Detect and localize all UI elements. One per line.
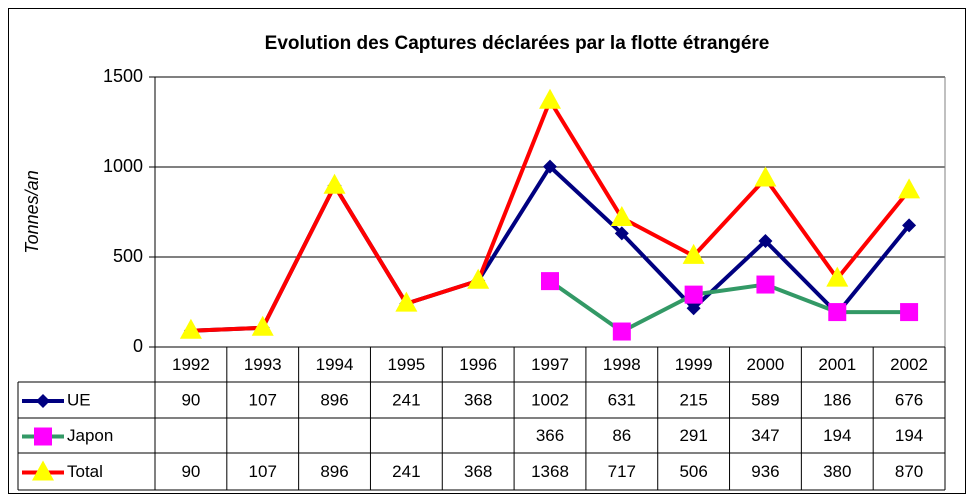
chart-title: Evolution des Captures déclarées par la … xyxy=(265,33,770,54)
legend-label: Japon xyxy=(67,426,113,445)
table-cell: 86 xyxy=(612,426,631,445)
x-tick-label: 1995 xyxy=(387,355,425,374)
marker xyxy=(754,166,777,187)
marker xyxy=(900,303,919,322)
legend-marker xyxy=(32,460,54,481)
marker xyxy=(826,266,849,287)
x-tick-label: 2002 xyxy=(890,355,928,374)
chart-border xyxy=(8,8,966,494)
marker xyxy=(686,301,701,316)
x-tick-label: 2000 xyxy=(747,355,785,374)
table-cell: 896 xyxy=(320,390,348,409)
marker xyxy=(539,88,561,109)
legend-label: Total xyxy=(67,462,103,481)
x-tick-label: 1999 xyxy=(675,355,713,374)
legend-marker xyxy=(36,394,50,408)
x-tick-label: 1992 xyxy=(172,355,210,374)
legend-marker xyxy=(34,427,52,446)
marker xyxy=(902,218,917,233)
table-cell: 380 xyxy=(823,462,851,481)
table-cell: 589 xyxy=(751,390,779,409)
marker xyxy=(684,285,703,304)
table-cell: 241 xyxy=(392,462,420,481)
marker xyxy=(467,268,490,289)
table-cell: 936 xyxy=(751,462,779,481)
table-cell: 676 xyxy=(895,390,923,409)
marker xyxy=(612,322,631,341)
marker xyxy=(898,178,921,199)
table-cell: 186 xyxy=(823,390,851,409)
x-tick-label: 1994 xyxy=(316,355,354,374)
series-line xyxy=(548,279,910,334)
marker xyxy=(541,272,559,291)
table-cell: 870 xyxy=(895,462,923,481)
y-axis-label: Tonnes/an xyxy=(22,170,42,253)
x-tick-label: 1993 xyxy=(244,355,282,374)
table-cell: 368 xyxy=(464,462,492,481)
x-tick-label: 1996 xyxy=(459,355,497,374)
x-tick-label: 1998 xyxy=(603,355,641,374)
table-cell: 194 xyxy=(895,426,923,445)
x-tick-label: 1997 xyxy=(531,355,569,374)
x-tick-label: 2001 xyxy=(818,355,856,374)
marker xyxy=(251,315,274,336)
marker xyxy=(614,226,629,241)
table-cell: 1002 xyxy=(531,390,569,409)
table-cell: 291 xyxy=(679,426,707,445)
table-cell: 241 xyxy=(392,390,420,409)
table-cell: 717 xyxy=(608,462,636,481)
table-cell: 107 xyxy=(249,462,277,481)
y-tick-label: 1500 xyxy=(103,66,143,86)
table-cell: 368 xyxy=(464,390,492,409)
table-cell: 194 xyxy=(823,426,851,445)
marker xyxy=(682,243,705,264)
table-cell: 90 xyxy=(181,390,200,409)
table-cell: 347 xyxy=(751,426,779,445)
table-cell: 215 xyxy=(679,390,707,409)
legend-label: UE xyxy=(67,390,91,409)
y-tick-label: 1000 xyxy=(103,156,143,176)
marker xyxy=(758,233,773,248)
marker xyxy=(610,205,633,226)
y-tick-label: 0 xyxy=(133,336,143,356)
marker xyxy=(756,275,775,294)
marker xyxy=(395,291,418,312)
marker xyxy=(323,173,346,194)
marker xyxy=(179,318,202,339)
table-cell: 631 xyxy=(608,390,636,409)
marker xyxy=(828,303,847,322)
table-cell: 896 xyxy=(320,462,348,481)
table-cell: 506 xyxy=(679,462,707,481)
table-cell: 107 xyxy=(249,390,277,409)
y-tick-label: 500 xyxy=(113,246,143,266)
table-cell: 90 xyxy=(181,462,200,481)
marker xyxy=(543,159,557,174)
table-cell: 1368 xyxy=(531,462,569,481)
table-cell: 366 xyxy=(536,426,564,445)
